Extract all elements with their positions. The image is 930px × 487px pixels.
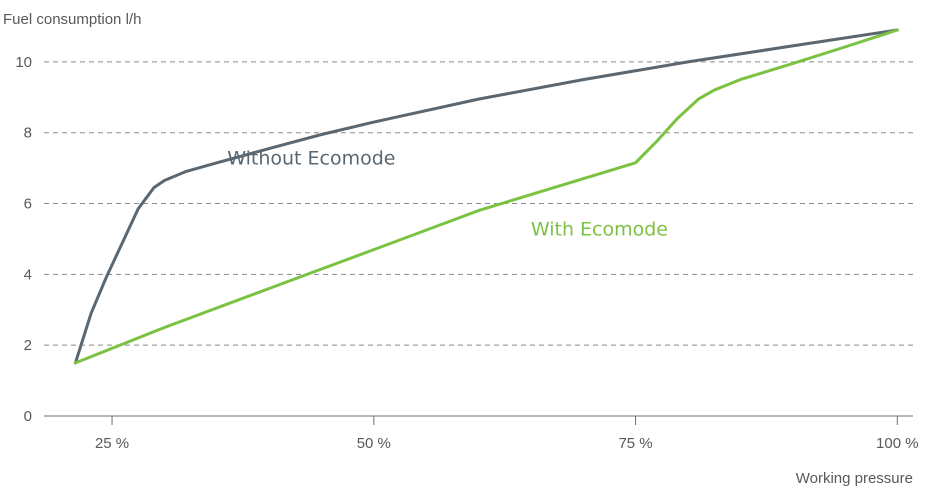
x-tick-label: 50 %	[357, 435, 391, 452]
series-line-without-ecomode	[73, 28, 899, 365]
y-tick-label: 4	[24, 266, 32, 283]
x-tick-label: 100 %	[876, 435, 919, 452]
x-axis-ticks: 25 % 50 % 75 % 100 %	[95, 416, 919, 452]
series-label-without-ecomode: Without Ecomode	[227, 148, 395, 170]
y-tick-label: 8	[24, 125, 32, 142]
y-tick-label: 6	[24, 196, 32, 213]
x-tick-label: 75 %	[618, 435, 652, 452]
y-axis-ticks: 0 2 4 6 8 10	[15, 54, 32, 425]
y-axis-title: Fuel consumption l/h	[3, 11, 141, 28]
y-tick-label: 2	[24, 337, 32, 354]
y-tick-label: 0	[24, 408, 32, 425]
x-tick-label: 25 %	[95, 435, 129, 452]
series-label-with-ecomode: With Ecomode	[531, 218, 668, 240]
series-labels: Without Ecomode With Ecomode	[227, 148, 668, 241]
series-line-with-ecomode	[73, 28, 899, 365]
y-tick-label: 10	[15, 54, 32, 71]
grid-lines	[44, 61, 913, 346]
series-lines	[73, 28, 899, 365]
x-axis-title: Working pressure	[796, 470, 913, 487]
